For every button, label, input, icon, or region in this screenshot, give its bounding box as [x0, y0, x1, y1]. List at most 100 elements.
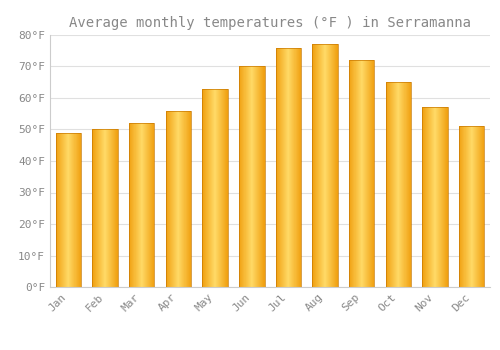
Bar: [206, 89, 207, 287]
Bar: [58, 133, 59, 287]
Bar: [426, 107, 427, 287]
Bar: [70, 133, 71, 287]
Bar: [373, 60, 374, 287]
Bar: [320, 44, 321, 287]
Bar: [92, 130, 93, 287]
Bar: [436, 107, 437, 287]
Bar: [214, 89, 215, 287]
Bar: [433, 107, 434, 287]
Bar: [68, 133, 69, 287]
Bar: [288, 48, 289, 287]
Bar: [135, 123, 136, 287]
Bar: [326, 44, 327, 287]
Bar: [407, 82, 408, 287]
Bar: [263, 66, 264, 287]
Bar: [96, 130, 97, 287]
Bar: [168, 111, 169, 287]
Bar: [93, 130, 94, 287]
Bar: [290, 48, 291, 287]
Bar: [173, 111, 174, 287]
Bar: [210, 89, 211, 287]
Bar: [215, 89, 216, 287]
Bar: [243, 66, 244, 287]
Bar: [223, 89, 224, 287]
Bar: [442, 107, 443, 287]
Bar: [247, 66, 248, 287]
Bar: [470, 126, 471, 287]
Bar: [103, 130, 104, 287]
Bar: [261, 66, 262, 287]
Bar: [60, 133, 61, 287]
Bar: [224, 89, 225, 287]
Bar: [172, 111, 173, 287]
Bar: [249, 66, 250, 287]
Bar: [278, 48, 279, 287]
Bar: [300, 48, 301, 287]
Bar: [428, 107, 429, 287]
Bar: [424, 107, 425, 287]
Bar: [467, 126, 468, 287]
Bar: [59, 133, 60, 287]
Bar: [423, 107, 424, 287]
Bar: [459, 126, 484, 287]
Bar: [396, 82, 397, 287]
Bar: [129, 123, 130, 287]
Bar: [409, 82, 410, 287]
Bar: [67, 133, 68, 287]
Bar: [262, 66, 263, 287]
Bar: [464, 126, 465, 287]
Bar: [149, 123, 150, 287]
Bar: [239, 66, 264, 287]
Bar: [69, 133, 70, 287]
Bar: [182, 111, 183, 287]
Bar: [429, 107, 430, 287]
Bar: [250, 66, 251, 287]
Bar: [430, 107, 431, 287]
Bar: [481, 126, 482, 287]
Bar: [362, 60, 363, 287]
Bar: [463, 126, 464, 287]
Bar: [189, 111, 190, 287]
Bar: [360, 60, 361, 287]
Bar: [366, 60, 367, 287]
Bar: [479, 126, 480, 287]
Bar: [279, 48, 280, 287]
Bar: [221, 89, 222, 287]
Bar: [133, 123, 134, 287]
Bar: [134, 123, 135, 287]
Bar: [177, 111, 178, 287]
Bar: [169, 111, 170, 287]
Bar: [246, 66, 247, 287]
Bar: [240, 66, 241, 287]
Bar: [434, 107, 435, 287]
Bar: [136, 123, 137, 287]
Bar: [328, 44, 329, 287]
Bar: [394, 82, 396, 287]
Bar: [476, 126, 477, 287]
Bar: [209, 89, 210, 287]
Bar: [482, 126, 483, 287]
Bar: [404, 82, 405, 287]
Bar: [283, 48, 284, 287]
Bar: [422, 107, 423, 287]
Bar: [372, 60, 373, 287]
Bar: [284, 48, 286, 287]
Bar: [329, 44, 330, 287]
Bar: [292, 48, 293, 287]
Bar: [114, 130, 115, 287]
Bar: [408, 82, 409, 287]
Bar: [299, 48, 300, 287]
Bar: [296, 48, 297, 287]
Bar: [256, 66, 257, 287]
Bar: [72, 133, 73, 287]
Bar: [56, 133, 57, 287]
Bar: [294, 48, 295, 287]
Bar: [257, 66, 258, 287]
Bar: [405, 82, 406, 287]
Bar: [447, 107, 448, 287]
Bar: [205, 89, 206, 287]
Bar: [295, 48, 296, 287]
Bar: [107, 130, 108, 287]
Bar: [468, 126, 469, 287]
Bar: [355, 60, 356, 287]
